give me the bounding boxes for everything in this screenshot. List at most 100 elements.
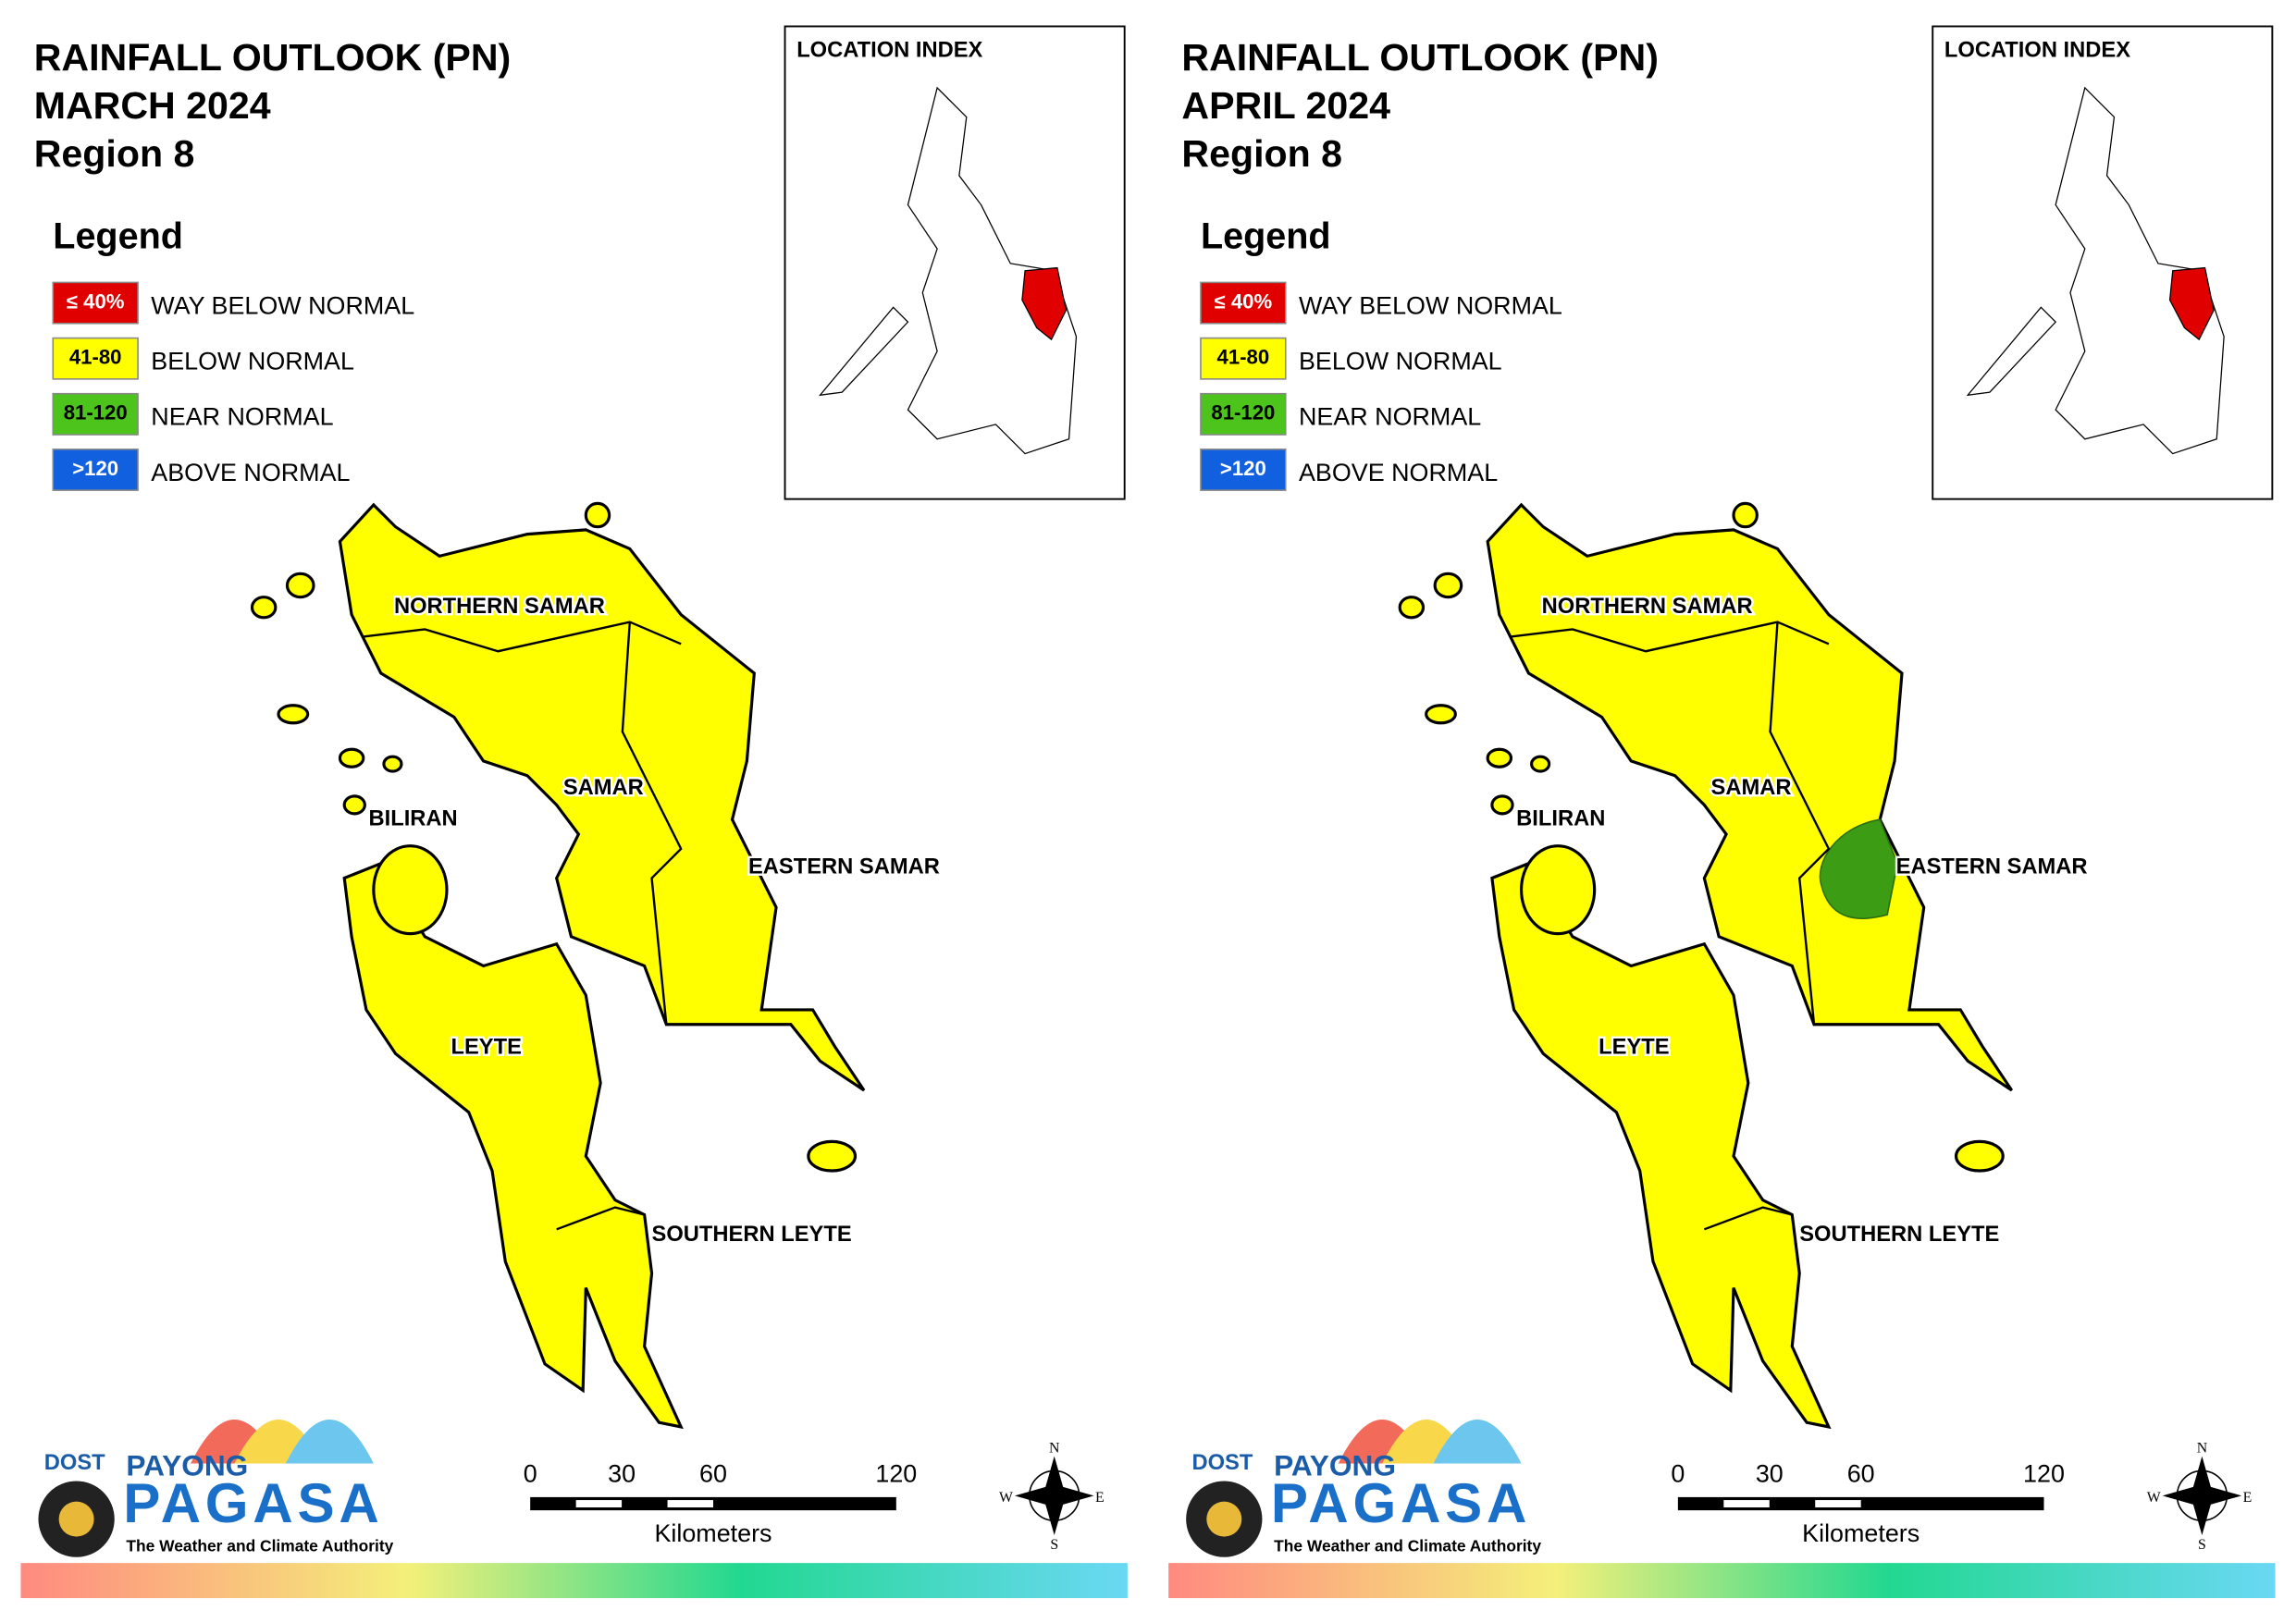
legend-label: NEAR NORMAL [1299,403,1481,431]
compass-letter: N [1049,1440,1060,1456]
dost-seal-inner [58,1501,94,1537]
province-label: SAMAR [563,776,644,800]
islet [1433,572,1463,599]
scale-tick-label: 60 [699,1459,727,1487]
compass-letter: N [2197,1440,2208,1456]
province-boundary [363,621,683,1231]
compass-letter: E [2243,1490,2253,1506]
logo-line1: PAYONG [1274,1449,1396,1482]
dost-seal-inner [1206,1501,1242,1537]
legend-swatch [1200,449,1287,491]
title-line: RAINFALL OUTLOOK (PN) [34,36,512,79]
province-label: NORTHERN SAMAR [1542,595,1753,619]
panel: RAINFALL OUTLOOK (PN) MARCH 2024 Region 8 L… [20,25,1128,1599]
compass-rose [2162,1456,2242,1536]
region8-highlight [2168,266,2215,341]
title-line: APRIL 2024 [1181,84,1390,127]
province-label: NORTHERN SAMAR [394,595,605,619]
samar-island [338,502,866,1092]
legend-range: ≤ 40% [67,289,125,313]
islet [250,596,278,620]
compass-letter: E [1095,1490,1105,1506]
logo-tagline: The Weather and Climate Authority [126,1536,393,1555]
location-index-title: LOCATION INDEX [1944,39,2130,63]
title-line: Region 8 [34,132,195,175]
legend-range: 41-80 [1217,346,1270,369]
province-label: BILIRAN [1516,806,1605,830]
compass-letter: W [2147,1490,2161,1506]
province-label: SOUTHERN LEYTE [1799,1223,1999,1247]
near-normal-area [1819,818,1899,919]
scale-tick-label: 120 [875,1459,917,1487]
legend-swatch [52,392,139,436]
province-boundary [1511,621,1831,1231]
legend-swatch [1200,281,1287,325]
scale-segment [1815,1500,1861,1507]
legend-heading: Legend [53,215,183,256]
philippines-outline [818,86,1078,455]
title-line: Region 8 [1181,132,1342,175]
legend-swatch [52,281,139,325]
region8-highlight [1021,266,1068,341]
legend-label: ABOVE NORMAL [151,459,350,486]
color-band [20,1563,1128,1599]
islet [1425,704,1457,725]
legend-range: 81-120 [64,401,128,424]
scale-tick-label: 30 [608,1459,636,1487]
legend-swatch [1200,392,1287,436]
legend-label: NEAR NORMAL [151,403,333,431]
scale-tick-label: 60 [1847,1459,1875,1487]
logo-line1: PAYONG [126,1449,248,1482]
title-line: RAINFALL OUTLOOK (PN) [1181,36,1659,79]
umbrella-segment [1433,1420,1522,1464]
logo-agency: DOST [44,1451,105,1475]
province-label: LEYTE [1599,1035,1669,1059]
islet [342,794,366,816]
islet [277,704,310,725]
compass-rose [1014,1456,1094,1536]
province-label: BILIRAN [368,806,457,830]
legend-swatch [52,337,139,380]
legend-label: BELOW NORMAL [151,348,354,375]
compass-ring [1029,1469,1080,1522]
leyte-island [1490,861,1832,1430]
compass-ring [2176,1469,2228,1522]
compass-letter: S [1050,1537,1058,1553]
umbrella-segment [285,1420,374,1464]
legend-range: >120 [1220,457,1266,480]
location-index-title: LOCATION INDEX [796,39,982,63]
compass-letter: S [2198,1537,2206,1553]
islet [1732,501,1759,529]
title-line: MARCH 2024 [34,84,271,127]
legend-label: WAY BELOW NORMAL [151,291,414,319]
scale-segment [667,1500,713,1507]
logo-agency: DOST [1191,1451,1253,1475]
philippines-outline [1966,86,2225,455]
islet [382,755,403,773]
legend-label: ABOVE NORMAL [1299,459,1498,486]
province-label: SOUTHERN LEYTE [652,1223,852,1247]
islet [1398,596,1426,620]
islet [1954,1139,2005,1173]
province-label: LEYTE [451,1035,521,1059]
scale-segment [575,1500,623,1507]
legend-label: WAY BELOW NORMAL [1299,291,1562,319]
biliran-island [372,844,449,936]
legend-label: BELOW NORMAL [1299,348,1502,375]
legend-range: 81-120 [1211,401,1275,424]
logo-tagline: The Weather and Climate Authority [1274,1536,1541,1555]
scale-tick-label: 0 [524,1459,537,1487]
legend-range: >120 [72,457,118,480]
samar-island [1486,502,2013,1092]
province-label: EASTERN SAMAR [1896,855,2088,879]
islet [338,747,365,768]
islet [584,501,611,529]
scale-tick-label: 30 [1756,1459,1784,1487]
scale-unit: Kilometers [1802,1519,1920,1547]
logo-line2: PAGASA [123,1472,383,1534]
color-band [1168,1563,2276,1599]
